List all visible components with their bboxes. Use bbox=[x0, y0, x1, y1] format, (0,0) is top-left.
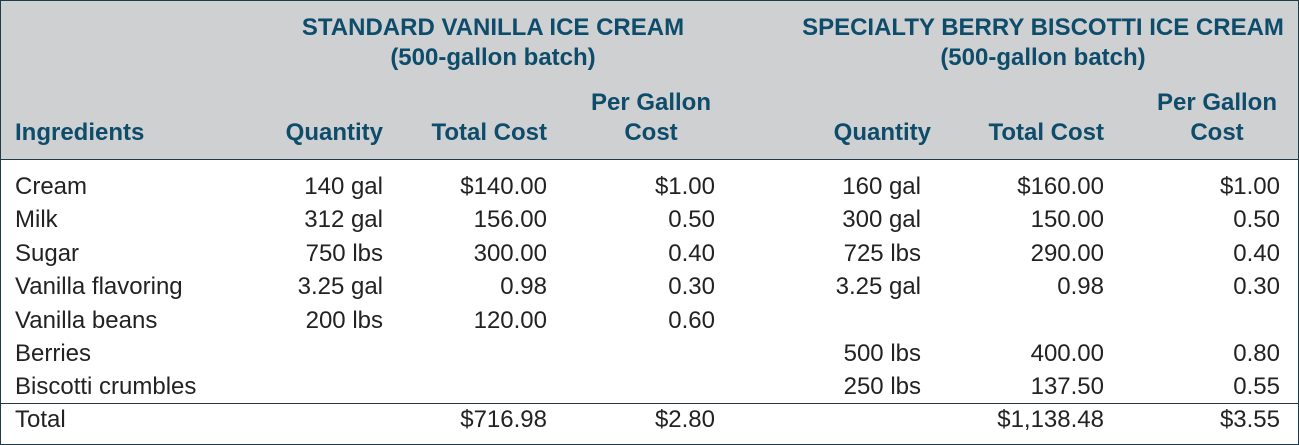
cell-name: Vanilla flavoring bbox=[15, 273, 183, 301]
col-header-per-gallon-standard: Per Gallon Cost bbox=[571, 88, 731, 148]
cell-b-qty: 3.25 gal bbox=[835, 273, 921, 301]
cell-name: Vanilla beans bbox=[15, 306, 158, 334]
cell-b-qty: 300 gal bbox=[842, 206, 921, 234]
cell-s-qty: 312 gal bbox=[304, 206, 383, 234]
cell-b-qty: 250 lbs bbox=[843, 373, 921, 401]
col-header-total-cost-standard: Total Cost bbox=[431, 119, 547, 146]
col-header-total-cost-specialty: Total Cost bbox=[988, 119, 1104, 146]
cell-s-pg: 0.30 bbox=[668, 273, 715, 301]
per-gallon-line-1: Per Gallon bbox=[1156, 89, 1278, 116]
col-header-quantity-specialty: Quantity bbox=[833, 119, 931, 146]
cell-s-pg: 0.40 bbox=[668, 239, 715, 267]
group-header-standard: STANDARD VANILLA ICE CREAM (500-gallon b… bbox=[233, 13, 753, 73]
cell-name: Cream bbox=[15, 173, 88, 200]
cell-b-qty: 500 lbs bbox=[843, 340, 921, 367]
cell-b-cost: 400.00 bbox=[1030, 340, 1104, 367]
cell-s-qty: 200 lbs bbox=[305, 306, 383, 334]
cell-b-cost: 0.98 bbox=[1057, 273, 1104, 301]
group-subtitle-specialty: (500-gallon batch) bbox=[940, 44, 1146, 71]
cell-name: Sugar bbox=[15, 239, 80, 267]
cell-s-qty: 750 lbs bbox=[305, 239, 383, 267]
per-gallon-line-2: Cost bbox=[624, 119, 678, 146]
cell-b-pg: 0.30 bbox=[1233, 273, 1280, 301]
col-header-ingredients: Ingredients bbox=[15, 119, 145, 146]
group-subtitle-standard: (500-gallon batch) bbox=[390, 44, 596, 71]
total-per-gallon-specialty: $3.55 bbox=[1219, 406, 1280, 433]
cell-s-qty: 3.25 gal bbox=[297, 273, 383, 301]
cell-b-pg: $1.00 bbox=[1219, 173, 1280, 200]
group-title-standard: STANDARD VANILLA ICE CREAM bbox=[301, 14, 685, 41]
cell-s-pg: $1.00 bbox=[654, 173, 715, 200]
cell-s-cost: 0.98 bbox=[500, 273, 547, 301]
total-cost-specialty: $1,138.48 bbox=[997, 406, 1104, 433]
cell-b-pg: 0.50 bbox=[1233, 206, 1280, 234]
total-divider bbox=[1, 403, 1298, 404]
total-label: Total bbox=[15, 406, 66, 433]
col-header-per-gallon-specialty: Per Gallon Cost bbox=[1137, 88, 1297, 148]
group-title-specialty: SPECIALTY BERRY BISCOTTI ICE CREAM bbox=[802, 14, 1284, 41]
cell-b-qty: 725 lbs bbox=[843, 239, 921, 267]
cell-b-cost: 137.50 bbox=[1030, 373, 1104, 401]
cell-b-pg: 0.80 bbox=[1233, 340, 1280, 367]
cell-s-cost: 156.00 bbox=[473, 206, 547, 234]
cell-name: Berries bbox=[15, 340, 92, 367]
cell-s-pg: 0.60 bbox=[668, 306, 715, 334]
cell-b-cost: 290.00 bbox=[1030, 239, 1104, 267]
table-header: STANDARD VANILLA ICE CREAM (500-gallon b… bbox=[1, 1, 1298, 160]
cell-b-cost: 150.00 bbox=[1030, 206, 1104, 234]
cell-b-pg: 0.55 bbox=[1233, 373, 1280, 401]
cell-b-pg: 0.40 bbox=[1233, 239, 1280, 267]
cell-s-pg: 0.50 bbox=[668, 206, 715, 234]
group-header-specialty: SPECIALTY BERRY BISCOTTI ICE CREAM (500-… bbox=[783, 13, 1299, 73]
per-gallon-line-1: Per Gallon bbox=[590, 89, 712, 116]
cell-name: Milk bbox=[15, 206, 58, 234]
cell-s-cost: $140.00 bbox=[460, 173, 547, 200]
cell-b-cost: $160.00 bbox=[1017, 173, 1104, 200]
cell-s-qty: 140 gal bbox=[304, 173, 383, 200]
cell-name: Biscotti crumbles bbox=[15, 373, 197, 401]
per-gallon-line-2: Cost bbox=[1190, 119, 1244, 146]
col-header-quantity-standard: Quantity bbox=[285, 119, 383, 146]
cell-b-qty: 160 gal bbox=[842, 173, 921, 200]
cell-s-cost: 300.00 bbox=[473, 239, 547, 267]
total-per-gallon-standard: $2.80 bbox=[654, 406, 715, 433]
cell-s-cost: 120.00 bbox=[473, 306, 547, 334]
total-cost-standard: $716.98 bbox=[460, 406, 547, 433]
